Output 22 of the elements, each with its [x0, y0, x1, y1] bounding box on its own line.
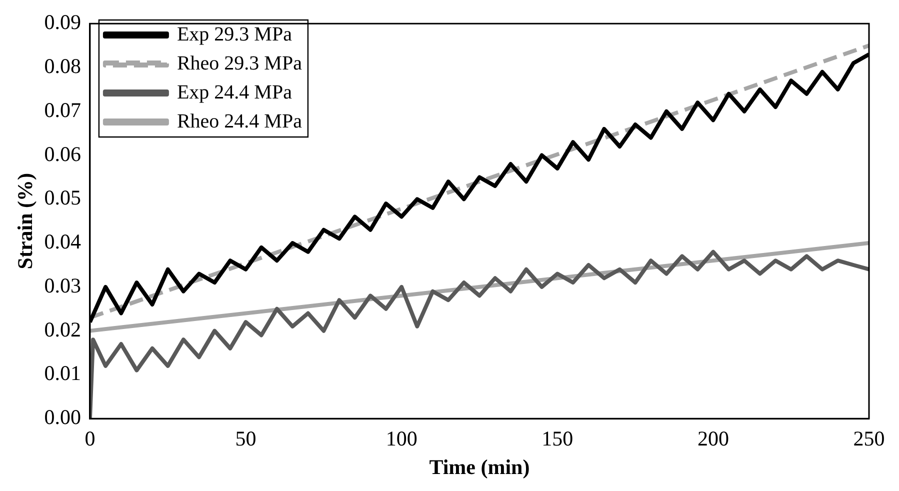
y-tick-label: 0.02 — [44, 317, 81, 342]
x-tick-label: 100 — [386, 426, 418, 451]
y-tick-label: 0.03 — [44, 273, 81, 298]
y-tick-label: 0.06 — [44, 142, 81, 166]
x-tick-label: 200 — [697, 426, 729, 451]
y-tick-label: 0.07 — [44, 98, 81, 122]
legend-label: Exp 24.4 MPa — [176, 81, 292, 104]
legend-label: Rheo 24.4 MPa — [176, 110, 302, 132]
y-tick-label: 0.05 — [44, 186, 81, 210]
y-tick-label: 0.09 — [44, 10, 81, 34]
y-tick-label: 0.00 — [44, 405, 81, 430]
y-tick-label: 0.04 — [44, 230, 82, 254]
y-tick-label: 0.01 — [44, 361, 81, 386]
x-axis-title: Time (min) — [429, 454, 530, 479]
legend-label: Rheo 29.3 MPa — [176, 52, 302, 74]
x-tick-label: 0 — [84, 426, 96, 451]
y-axis-title: Strain (%) — [13, 172, 38, 270]
y-tick-label: 0.08 — [44, 54, 81, 78]
x-tick-label: 50 — [235, 426, 256, 451]
x-tick-label: 250 — [853, 426, 885, 451]
legend-label: Exp 29.3 MPa — [176, 23, 292, 46]
x-tick-label: 150 — [542, 426, 574, 451]
